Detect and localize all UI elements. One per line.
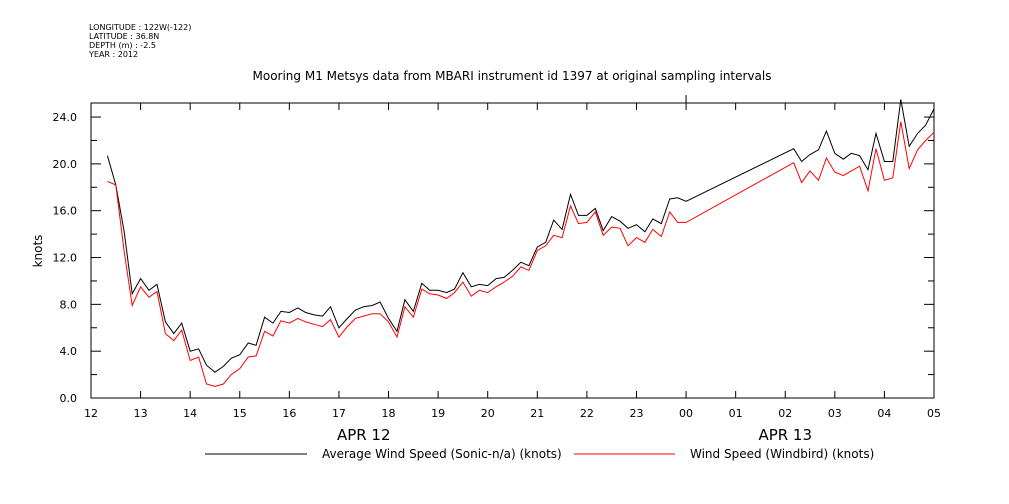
date-labels: APR 12 APR 13 [337,426,812,444]
legend-label-windbird: Wind Speed (Windbird) (knots) [690,447,874,461]
y-tick-label: 8.0 [60,298,78,311]
plot-frame [90,102,935,399]
legend-label-average: Average Wind Speed (Sonic-n/a) (knots) [322,447,562,461]
y-tick-label: 4.0 [60,345,78,358]
x-tick-label: 18 [382,407,396,420]
x-tick-label: 23 [629,407,643,420]
x-tick-label: 20 [481,407,495,420]
y-tick-label: 24.0 [53,111,78,124]
x-tick-label: 15 [233,407,247,420]
meta-latitude: LATITUDE : 36.8N [89,32,159,41]
x-tick-label: 02 [778,407,792,420]
x-tick-label: 17 [332,407,346,420]
meta-longitude: LONGITUDE : 122W(-122) [89,23,191,32]
x-tick-label: 00 [679,407,693,420]
x-tick-labels: 12 13 14 15 16 17 18 19 20 21 22 23 00 01 02 03 04 05 [84,407,941,420]
series-group [106,99,935,387]
x-tick-label: 04 [877,407,891,420]
series-line-average-wind-speed [106,99,935,373]
y-tick-label: 12.0 [53,252,78,265]
x-tick-label: 05 [927,407,941,420]
meta-depth: DEPTH (m) : -2.5 [89,41,156,50]
series-line-windbird-wind-speed [107,121,935,387]
x-tick-label: 13 [134,407,148,420]
y-tick-label: 16.0 [53,205,78,218]
y-tick-label: 0.0 [60,392,78,405]
date-label: APR 13 [758,426,812,444]
meta-year: YEAR : 2012 [88,50,138,59]
x-tick-label: 12 [84,407,98,420]
axis-ticks [90,95,935,399]
legend: Average Wind Speed (Sonic-n/a) (knots) W… [205,447,874,461]
date-label: APR 12 [337,426,391,444]
chart-title: Mooring M1 Metsys data from MBARI instru… [253,69,772,83]
x-tick-label: 19 [431,407,445,420]
x-tick-label: 22 [580,407,594,420]
y-tick-label: 20.0 [53,158,78,171]
x-tick-label: 21 [530,407,544,420]
y-tick-labels: 0.0 4.0 8.0 12.0 16.0 20.0 24.0 [53,111,78,405]
y-axis-label: knots [31,235,45,268]
x-tick-label: 16 [282,407,296,420]
x-tick-label: 03 [828,407,842,420]
x-tick-label: 14 [183,407,197,420]
x-tick-label: 01 [729,407,743,420]
